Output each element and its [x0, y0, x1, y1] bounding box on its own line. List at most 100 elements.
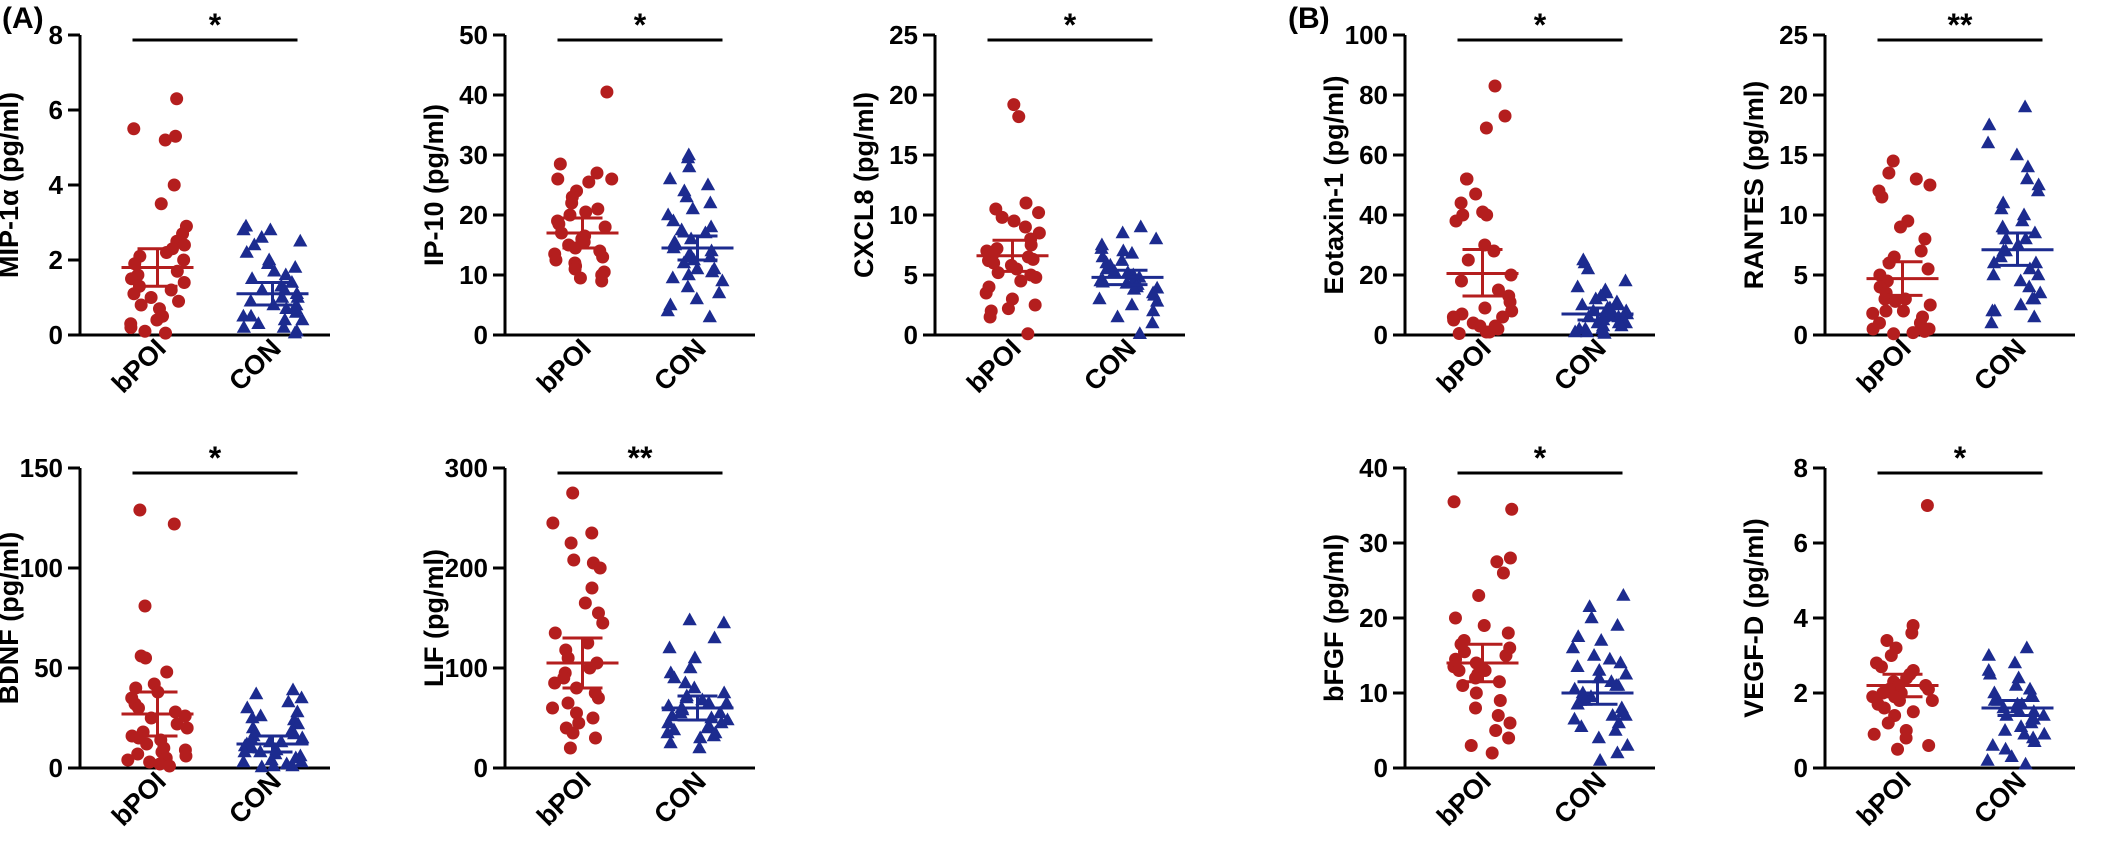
- data-point: [581, 636, 595, 650]
- data-point: [1613, 655, 1628, 669]
- data-point: [244, 271, 260, 284]
- y-tick-label: 20: [1359, 603, 1388, 633]
- data-point: [707, 261, 722, 275]
- data-point: [1148, 231, 1164, 245]
- data-point: [1469, 686, 1483, 700]
- data-point: [167, 517, 181, 531]
- y-tick-label: 50: [459, 20, 488, 50]
- y-tick-label: 50: [34, 653, 63, 683]
- data-point: [687, 680, 702, 694]
- data-point: [1488, 79, 1502, 93]
- data-point: [266, 758, 281, 772]
- data-point: [2018, 231, 2033, 245]
- data-point: [144, 291, 158, 304]
- series-CON: [1561, 252, 1635, 339]
- series-bPOI: [1446, 79, 1519, 340]
- category-label: CON: [223, 766, 287, 830]
- data-point: [172, 294, 186, 308]
- data-point: [1094, 241, 1109, 254]
- data-point: [139, 651, 153, 665]
- data-point: [127, 287, 141, 301]
- data-point: [715, 273, 730, 287]
- data-point: [1594, 633, 1609, 646]
- y-tick-label: 4: [1794, 603, 1809, 633]
- category-label: CON: [1548, 333, 1612, 397]
- data-point: [1019, 196, 1033, 210]
- data-point: [2037, 726, 2052, 740]
- data-point: [1499, 649, 1513, 662]
- data-point: [1502, 731, 1516, 745]
- y-axis-title: IP-10 (pg/ml): [419, 104, 449, 266]
- data-point: [138, 599, 152, 613]
- data-point: [1490, 555, 1504, 569]
- data-point: [177, 238, 191, 252]
- data-point: [1029, 270, 1043, 284]
- data-point: [236, 754, 251, 768]
- chart-8: 0 2 4 6 8 VEGF-D (pg/ml) bPOI CON *: [1739, 440, 2075, 832]
- y-tick-label: 2: [49, 245, 63, 275]
- category-label: CON: [1968, 333, 2032, 397]
- data-point: [585, 581, 599, 595]
- data-point: [700, 720, 715, 734]
- data-point: [586, 711, 600, 725]
- data-point: [1493, 694, 1507, 707]
- series-CON: [1980, 640, 2054, 770]
- data-point: [598, 220, 612, 234]
- chart-5: 0 50 100 150 BDNF (pg/ml) bPOI CON *: [0, 440, 330, 832]
- data-point: [2018, 756, 2033, 770]
- y-tick-label: 15: [889, 140, 918, 170]
- data-point: [287, 325, 303, 339]
- data-point: [1012, 110, 1026, 124]
- y-axis-title: VEGF-D (pg/ml): [1739, 518, 1769, 717]
- data-point: [567, 553, 581, 567]
- data-point: [178, 709, 192, 723]
- data-point: [593, 561, 607, 575]
- data-point: [2026, 711, 2041, 725]
- data-point: [578, 596, 592, 610]
- data-point: [131, 701, 145, 715]
- y-axis-title: Eotaxin-1 (pg/ml): [1319, 75, 1349, 294]
- data-point: [1914, 244, 1928, 258]
- data-point: [564, 536, 578, 550]
- data-point: [582, 175, 596, 189]
- data-point: [134, 298, 148, 312]
- y-tick-label: 2: [1794, 678, 1808, 708]
- data-point: [1614, 318, 1629, 332]
- data-point: [1571, 629, 1586, 642]
- data-point: [1114, 253, 1130, 266]
- y-tick-label: 0: [1374, 753, 1388, 783]
- y-tick-label: 40: [459, 80, 488, 110]
- data-point: [170, 92, 184, 106]
- significance-label: *: [634, 7, 647, 43]
- data-point: [685, 201, 700, 215]
- data-point: [2019, 640, 2034, 654]
- y-tick-label: 10: [1359, 678, 1388, 708]
- data-point: [693, 730, 708, 744]
- significance-label: *: [1534, 440, 1547, 476]
- data-point: [1888, 294, 1902, 308]
- data-point: [561, 651, 575, 665]
- data-point: [674, 222, 689, 236]
- series-bPOI: [1866, 499, 1939, 756]
- y-tick-label: 0: [1794, 320, 1808, 350]
- data-point: [590, 166, 604, 180]
- data-point: [563, 208, 577, 222]
- series-CON: [236, 218, 310, 339]
- data-point: [665, 270, 680, 284]
- data-point: [1457, 645, 1471, 659]
- data-point: [294, 754, 309, 768]
- data-point: [2031, 267, 2046, 281]
- data-point: [591, 606, 605, 620]
- data-point: [713, 705, 728, 719]
- chart-7: 0 10 20 30 40 bFGF (pg/ml) bPOI CON *: [1319, 440, 1655, 832]
- data-point: [162, 759, 176, 773]
- data-point: [551, 172, 565, 186]
- data-point: [596, 616, 610, 630]
- data-point: [1981, 648, 1996, 661]
- data-point: [143, 755, 157, 769]
- y-tick-label: 6: [49, 95, 63, 125]
- data-point: [1150, 280, 1165, 294]
- data-point: [579, 205, 593, 219]
- data-point: [1984, 315, 1999, 329]
- y-tick-label: 150: [20, 453, 63, 483]
